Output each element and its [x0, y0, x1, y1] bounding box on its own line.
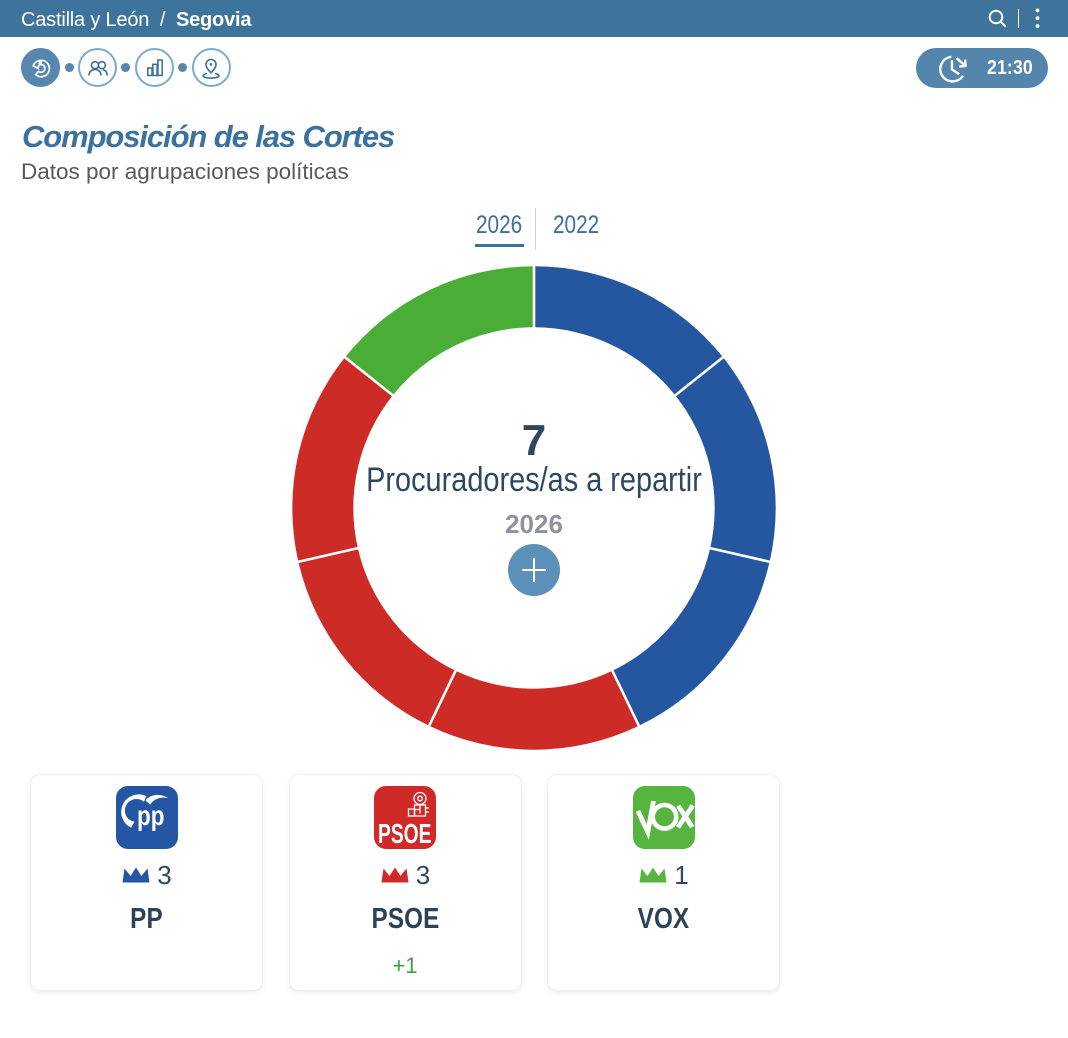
svg-text:PSOE: PSOE [378, 818, 432, 849]
svg-text:pp: pp [137, 800, 165, 831]
